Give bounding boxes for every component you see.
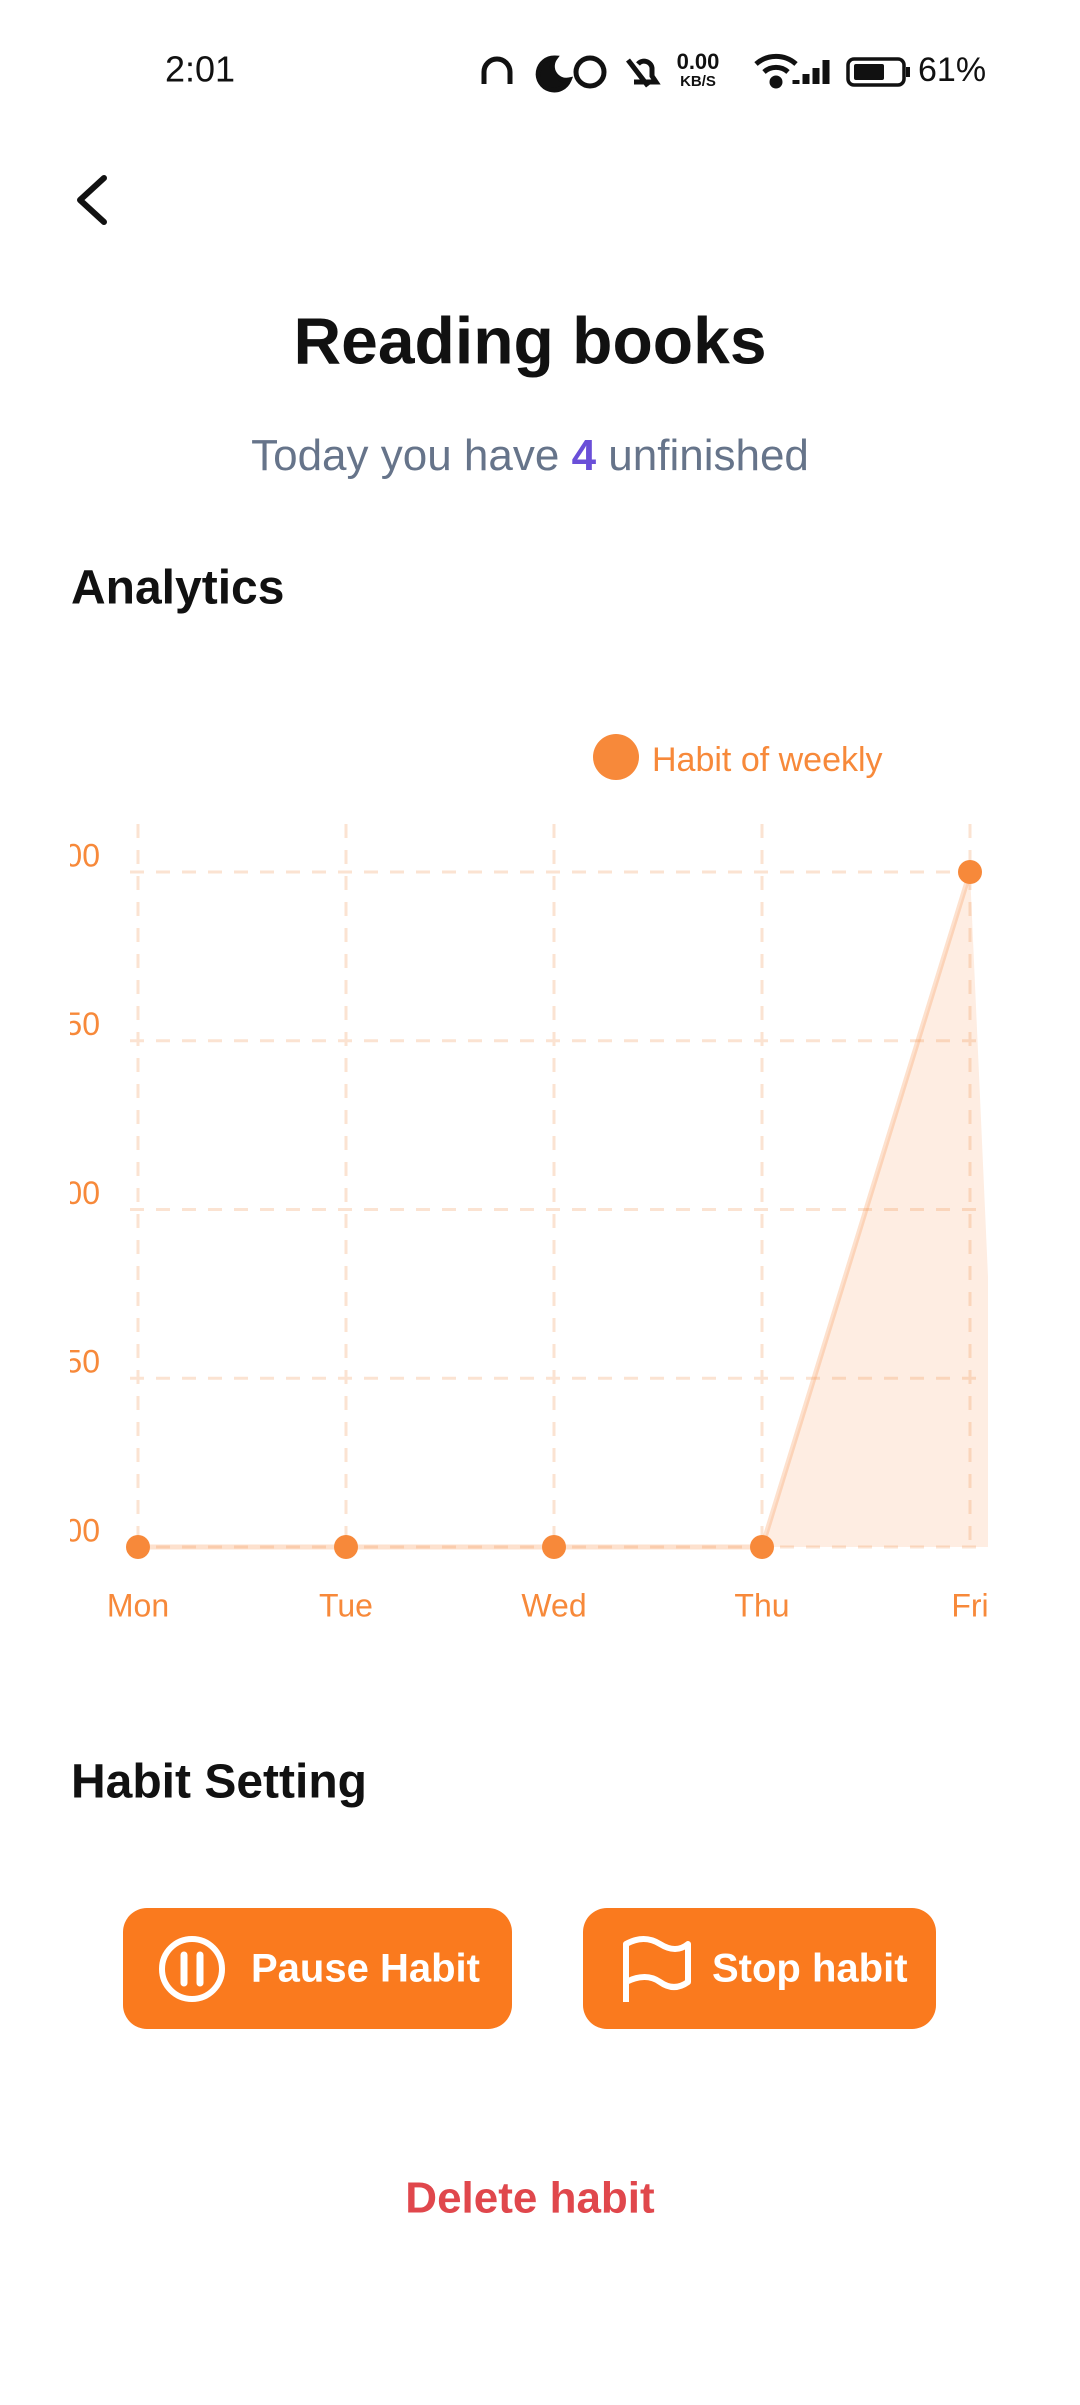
- point: [542, 1535, 566, 1559]
- pause-icon: [180, 1951, 204, 1987]
- net-speed: 0.00: [677, 49, 720, 74]
- x-tick-label: Fri: [951, 1587, 988, 1623]
- y-tick-label: 1.00: [38, 1175, 100, 1211]
- point: [126, 1535, 150, 1559]
- delete-button[interactable]: Delete habit: [405, 2174, 655, 2223]
- y-tick-label: 0.50: [38, 1344, 100, 1380]
- pause-icon: [159, 1936, 225, 2002]
- battery-level: 61%: [918, 51, 986, 89]
- point: [334, 1535, 358, 1559]
- flag-icon: [623, 1936, 691, 2002]
- title: Reading books: [293, 303, 766, 377]
- unfinished-count: 4: [572, 431, 597, 480]
- y-tick-label: 2.00: [38, 837, 100, 873]
- subtitle-text: unfinished: [608, 431, 809, 480]
- chart: 0.00 0.50 1.00 1.50 2.00 Mon Tue Wed Thu Fri: [38, 824, 988, 1623]
- stop-button[interactable]: Stop habit: [583, 1908, 936, 2029]
- status-icons: [481, 53, 910, 93]
- y-tick-label: 1.50: [38, 1006, 100, 1042]
- button-bg: [583, 1908, 936, 2029]
- area: [138, 872, 988, 1547]
- button-label: Pause Habit: [251, 1947, 480, 1991]
- x-tick-label: Tue: [319, 1587, 373, 1623]
- legend-label: Habit of weekly: [652, 741, 883, 779]
- x-tick-label: Wed: [521, 1587, 586, 1623]
- x-tick-label: Mon: [107, 1587, 169, 1623]
- y-tick-label: 0.00: [38, 1512, 100, 1548]
- legend-dot: [593, 734, 639, 780]
- section-heading: Analytics: [71, 562, 284, 615]
- subtitle-text: Today you have: [251, 431, 559, 480]
- button-label: Stop habit: [712, 1947, 908, 1991]
- net-unit: KB/S: [680, 73, 716, 90]
- point: [750, 1535, 774, 1559]
- subtitle: Today you have 4 unfinished: [251, 431, 809, 480]
- back-button[interactable]: [77, 175, 107, 225]
- pause-button[interactable]: Pause Habit: [123, 1908, 512, 2029]
- status-time: 2:01: [165, 49, 235, 90]
- section-heading: Habit Setting: [71, 1756, 367, 1809]
- point: [958, 860, 982, 884]
- x-tick-label: Thu: [734, 1587, 789, 1623]
- button-bg: [123, 1908, 512, 2029]
